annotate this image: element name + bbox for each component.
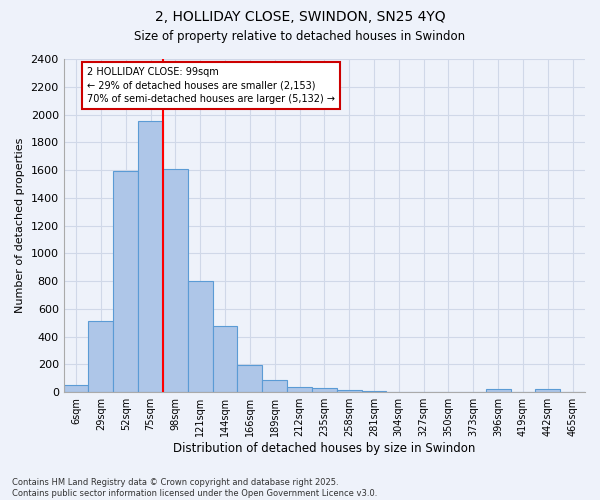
X-axis label: Distribution of detached houses by size in Swindon: Distribution of detached houses by size … — [173, 442, 476, 455]
Bar — [88, 322, 113, 392]
Text: Size of property relative to detached houses in Swindon: Size of property relative to detached ho… — [134, 30, 466, 43]
Bar — [485, 390, 511, 392]
Bar — [64, 384, 88, 392]
Bar — [238, 365, 262, 392]
Bar — [163, 168, 188, 392]
Text: 2, HOLLIDAY CLOSE, SWINDON, SN25 4YQ: 2, HOLLIDAY CLOSE, SWINDON, SN25 4YQ — [155, 10, 445, 24]
Text: 2 HOLLIDAY CLOSE: 99sqm
← 29% of detached houses are smaller (2,153)
70% of semi: 2 HOLLIDAY CLOSE: 99sqm ← 29% of detache… — [87, 68, 335, 104]
Bar — [113, 172, 138, 392]
Bar — [362, 391, 386, 392]
Bar — [535, 388, 560, 392]
Y-axis label: Number of detached properties: Number of detached properties — [15, 138, 25, 314]
Bar — [138, 122, 163, 392]
Bar — [312, 388, 337, 392]
Bar — [287, 386, 312, 392]
Bar — [212, 326, 238, 392]
Bar — [188, 281, 212, 392]
Text: Contains HM Land Registry data © Crown copyright and database right 2025.
Contai: Contains HM Land Registry data © Crown c… — [12, 478, 377, 498]
Bar — [262, 380, 287, 392]
Bar — [337, 390, 362, 392]
